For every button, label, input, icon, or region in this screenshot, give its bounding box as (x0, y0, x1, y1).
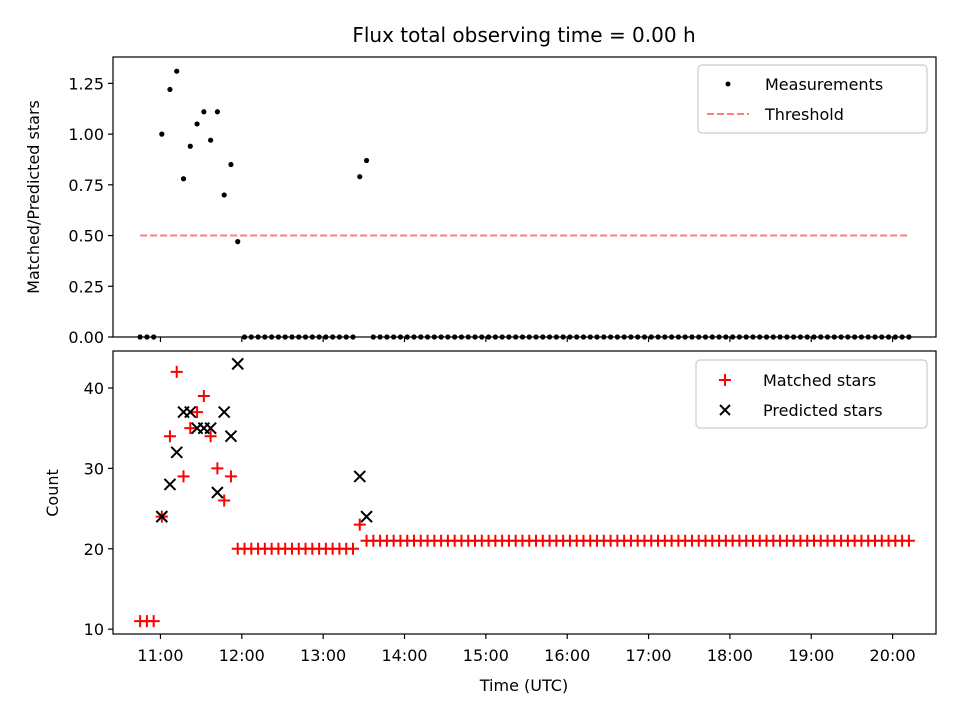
measurement-point (357, 174, 363, 180)
x-tick-label: 11:00 (137, 646, 183, 665)
y-tick-label: 0.25 (68, 277, 104, 296)
x-tick-label: 16:00 (544, 646, 590, 665)
legend-threshold-label: Threshold (764, 105, 844, 124)
measurement-point (159, 131, 165, 137)
y-tick-label: 0.75 (68, 176, 104, 195)
predicted-stars-point (211, 486, 224, 499)
top-y-ticks: 0.00 0.25 0.50 0.75 1.00 1.25 (68, 74, 113, 347)
predicted-stars-point (360, 510, 373, 523)
top-legend-box (697, 64, 928, 134)
legend-measurements-marker (725, 81, 731, 87)
y-tick-label: 40 (84, 379, 104, 398)
top-chart-title: Flux total observing time = 0.00 h (352, 23, 695, 47)
x-tick-label: 20:00 (870, 646, 916, 665)
legend-predicted-label: Predicted stars (763, 401, 883, 420)
measurement-point (174, 68, 180, 74)
measurement-point (214, 109, 221, 115)
y-tick-label: 1.00 (68, 125, 104, 144)
matched-stars-point (902, 534, 915, 547)
predicted-stars-point (353, 470, 366, 483)
matched-stars-point (163, 430, 176, 443)
matched-stars-point (177, 470, 190, 483)
predicted-stars-point (184, 405, 197, 419)
x-tick-label: 12:00 (219, 646, 265, 665)
matched-stars-point (191, 406, 204, 419)
measurement-point (208, 137, 214, 143)
matched-stars-point (204, 430, 217, 443)
bottom-y-ticks: 10 20 30 40 (84, 379, 113, 639)
measurement-point (194, 121, 200, 127)
predicted-stars-point (170, 446, 183, 459)
predicted-stars-point (231, 357, 244, 371)
matched-stars-point (184, 422, 197, 435)
x-tick-label: 18:00 (707, 646, 753, 665)
predicted-stars-point (217, 405, 231, 419)
x-tick-label: 19:00 (788, 646, 834, 665)
legend-predicted-marker (719, 404, 731, 416)
measurement-point (187, 143, 193, 149)
measurement-point (180, 176, 187, 182)
bottom-axes-frame (112, 350, 937, 635)
top-legend: Measurements Threshold (697, 64, 928, 134)
top-x-ticks (159, 337, 894, 342)
top-subplot: Flux total observing time = 0.00 h Match… (24, 23, 937, 347)
bottom-x-axis-label: Time (UTC) (479, 676, 568, 695)
y-tick-label: 0.50 (68, 227, 104, 246)
measurement-point (363, 157, 370, 164)
predicted-stars-point (163, 478, 177, 491)
measurement-point (201, 109, 207, 115)
y-tick-label: 10 (84, 620, 104, 639)
y-tick-label: 0.00 (68, 328, 104, 347)
matched-stars-point (197, 390, 210, 403)
bottom-plot-marks (134, 357, 915, 628)
predicted-stars-point (204, 421, 217, 435)
matched-stars-point (353, 518, 366, 531)
x-tick-label: 14:00 (381, 646, 427, 665)
legend-matched-label: Matched stars (763, 371, 876, 390)
top-axes-frame (112, 56, 937, 338)
measurement-point (167, 86, 173, 93)
predicted-stars-point (155, 510, 169, 523)
matched-stars-point (211, 462, 224, 475)
predicted-stars-point (224, 430, 238, 443)
measurement-point (228, 161, 234, 168)
matched-stars-point (346, 542, 359, 555)
x-tick-label: 15:00 (463, 646, 509, 665)
y-tick-label: 1.25 (68, 74, 104, 93)
bottom-x-ticks: 11:00 12:00 13:00 14:00 15:00 16:00 17:00 18:00… (137, 634, 916, 665)
matched-stars-point (224, 470, 237, 483)
bottom-legend: Matched stars Predicted stars (695, 359, 928, 429)
y-tick-label: 30 (84, 459, 104, 478)
bottom-subplot: Count Time (UTC) 10 20 30 40 11:00 12:00 13:0… (43, 350, 937, 695)
measurement-point (235, 239, 241, 245)
matched-stars-point (147, 615, 160, 628)
matched-stars-point (170, 365, 183, 378)
bottom-y-axis-label: Count (43, 469, 62, 517)
matched-stars-point (218, 494, 231, 507)
x-tick-label: 13:00 (300, 646, 346, 665)
legend-measurements-label: Measurements (765, 75, 883, 94)
measurement-point (221, 192, 227, 198)
top-y-axis-label: Matched/Predicted stars (24, 100, 43, 294)
x-tick-label: 17:00 (626, 646, 672, 665)
y-tick-label: 20 (84, 540, 104, 559)
legend-matched-marker (719, 374, 731, 386)
bottom-legend-box (695, 359, 928, 429)
